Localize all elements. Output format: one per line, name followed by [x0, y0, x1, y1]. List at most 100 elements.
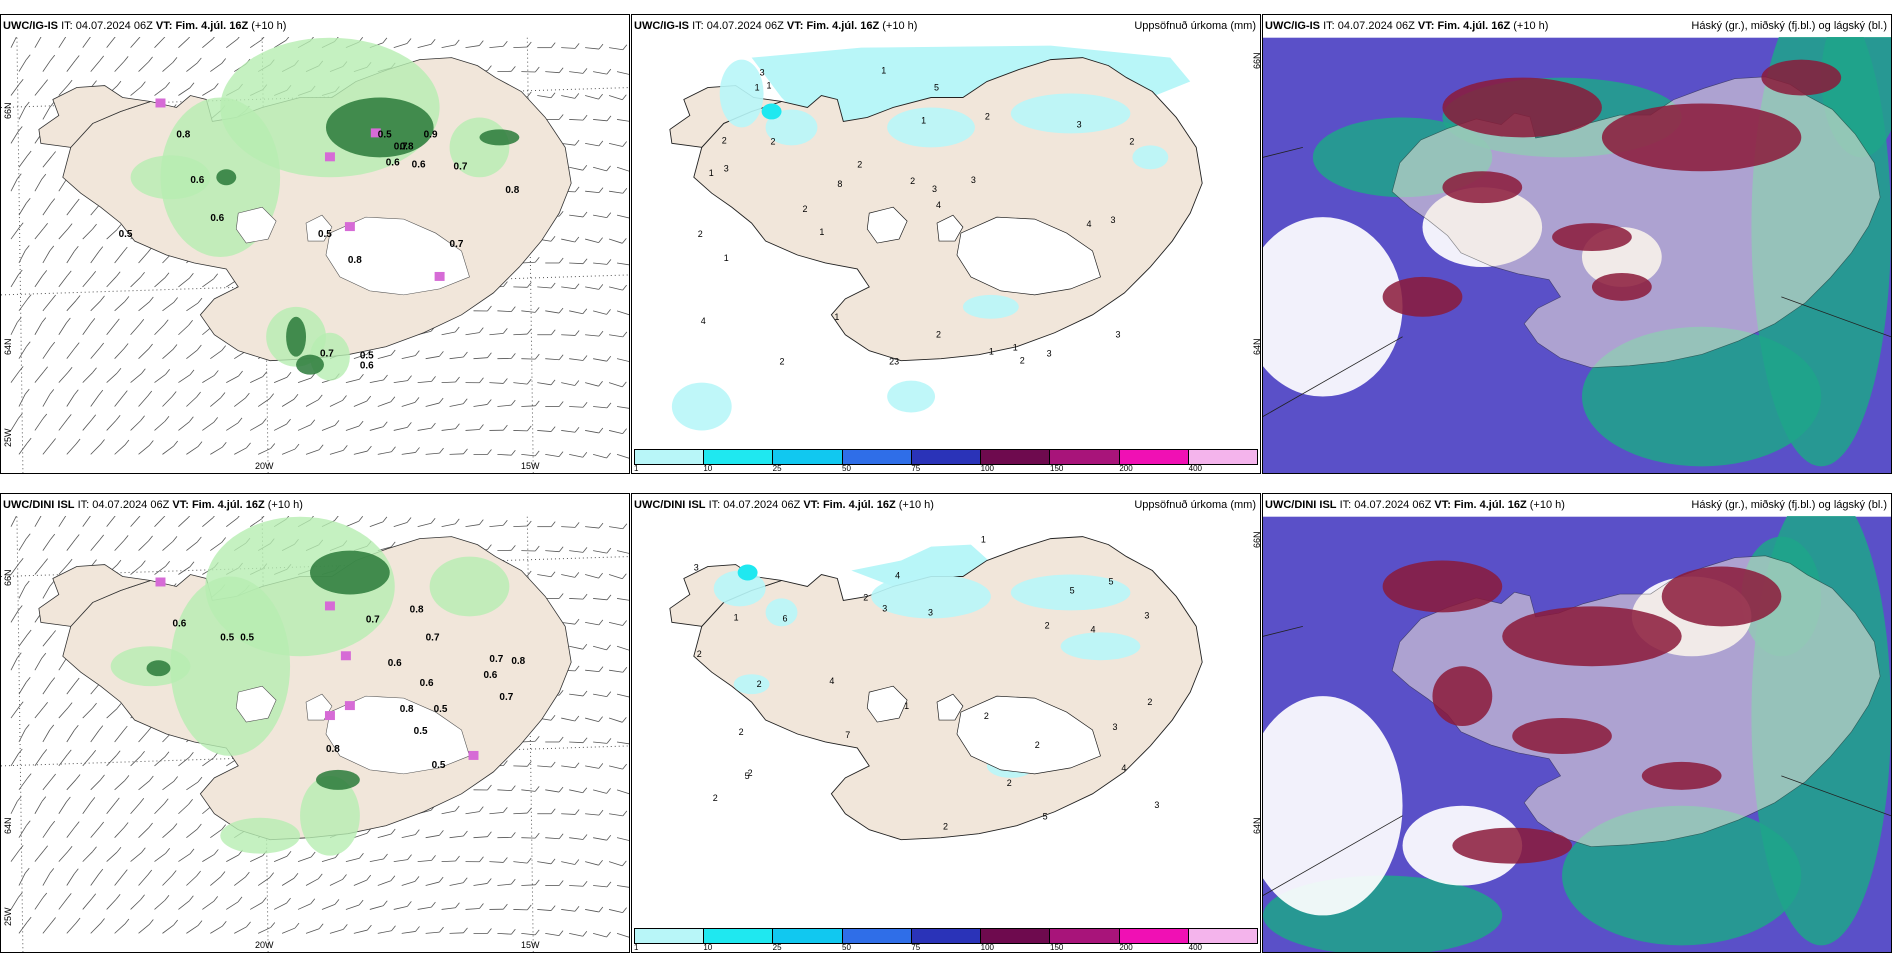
- wind-barb: [91, 390, 103, 406]
- barb-flag: [487, 306, 491, 311]
- barb-staff: [43, 107, 50, 119]
- barb-staff: [489, 862, 503, 863]
- barb-flag: [407, 901, 411, 906]
- barb-flag: [607, 309, 611, 314]
- wind-barb: [19, 151, 31, 167]
- barb-staff: [378, 355, 391, 359]
- wind-barb: [115, 343, 129, 358]
- wind-barb: [107, 415, 121, 430]
- barb-flag: [551, 809, 555, 814]
- wind-barb: [497, 879, 515, 885]
- wind-barb: [67, 439, 80, 454]
- barb-flag: [607, 116, 611, 121]
- barb-flag: [76, 774, 80, 779]
- colorbar-tick-label: 10: [703, 464, 712, 473]
- precip-value-label: 2: [910, 176, 915, 186]
- it-value: 04.07.2024 06Z: [76, 20, 153, 32]
- wind-barb: [585, 141, 603, 146]
- barb-staff: [585, 862, 598, 866]
- barb-staff: [155, 87, 166, 95]
- barb-flag: [197, 871, 201, 876]
- barb-staff: [609, 814, 623, 816]
- gust-max-spot: [156, 99, 166, 108]
- precip-value-label: 3: [1112, 722, 1117, 732]
- barb-flag: [607, 738, 611, 743]
- barb-flag: [27, 917, 31, 922]
- barb-flag: [583, 788, 587, 793]
- wind-barb: [418, 423, 436, 430]
- barb-staff: [35, 85, 44, 96]
- wind-barb: [497, 66, 515, 71]
- barb-staff: [418, 428, 432, 430]
- barb-staff: [378, 402, 391, 407]
- precip-value-label: 7: [845, 730, 850, 740]
- barb-staff: [617, 598, 629, 600]
- barb-flag: [583, 931, 587, 936]
- wind-barb: [186, 298, 202, 311]
- barb-staff: [83, 899, 92, 910]
- barb-staff: [585, 527, 599, 528]
- wind-barb: [59, 893, 71, 909]
- barb-flag: [487, 399, 491, 404]
- barb-flag: [166, 561, 170, 566]
- gust-value-label: 0.5: [240, 632, 254, 643]
- precip-value-label: 2: [985, 111, 990, 121]
- barb-flag: [623, 811, 627, 816]
- barb-staff: [378, 931, 392, 934]
- wind-barb: [426, 351, 444, 358]
- wind-barb: [609, 524, 627, 529]
- barb-staff: [537, 909, 551, 910]
- precip-value-label: 2: [771, 136, 776, 146]
- barb-flag: [415, 830, 419, 835]
- barb-staff: [282, 399, 294, 406]
- wind-barb: [330, 445, 347, 454]
- wind-barb: [155, 82, 170, 95]
- barb-staff: [250, 856, 263, 862]
- barb-staff: [569, 407, 583, 408]
- barb-flag: [27, 151, 31, 156]
- wind-barb: [489, 41, 507, 47]
- barb-staff: [131, 37, 140, 47]
- barb-staff: [178, 375, 190, 383]
- wind-barb: [569, 309, 587, 314]
- wind-barb: [43, 534, 55, 550]
- barb-flag: [18, 605, 22, 610]
- barb-staff: [569, 551, 583, 553]
- vt-label: VT:: [172, 499, 189, 511]
- wind-barb: [226, 418, 242, 431]
- barb-staff: [569, 263, 583, 264]
- barb-flag: [44, 367, 48, 372]
- it-label: IT:: [61, 20, 73, 32]
- wind-barb: [131, 319, 144, 334]
- gust-value-label: 0.7: [450, 239, 464, 250]
- barb-staff: [569, 838, 583, 840]
- barb-flag: [141, 369, 145, 374]
- barb-flag: [213, 37, 217, 39]
- barb-flag: [559, 881, 563, 886]
- barb-staff: [178, 854, 190, 862]
- barb-staff: [569, 694, 583, 696]
- barb-staff: [43, 635, 52, 646]
- barb-staff: [67, 730, 75, 742]
- barb-staff: [521, 311, 535, 313]
- precip-value-label: 2: [697, 649, 702, 659]
- wind-barb: [67, 918, 80, 933]
- colorbar-tick-label: 200: [1119, 943, 1132, 952]
- wind-barb: [178, 273, 193, 287]
- barb-staff: [131, 87, 142, 96]
- barb-staff: [115, 301, 125, 310]
- wind-barb: [354, 396, 371, 406]
- barb-flag: [26, 198, 30, 203]
- barb-staff: [43, 251, 50, 263]
- barb-flag: [189, 516, 193, 517]
- wind-barb: [426, 927, 444, 933]
- barb-flag: [607, 932, 611, 937]
- barb-staff: [115, 252, 124, 263]
- wind-barb: [609, 332, 627, 337]
- wind-barb: [489, 378, 507, 383]
- wind-barb: [59, 224, 72, 239]
- wind-barb: [585, 381, 602, 386]
- barb-staff: [537, 287, 551, 288]
- barb-flag: [311, 852, 315, 857]
- wind-barb: [162, 392, 176, 407]
